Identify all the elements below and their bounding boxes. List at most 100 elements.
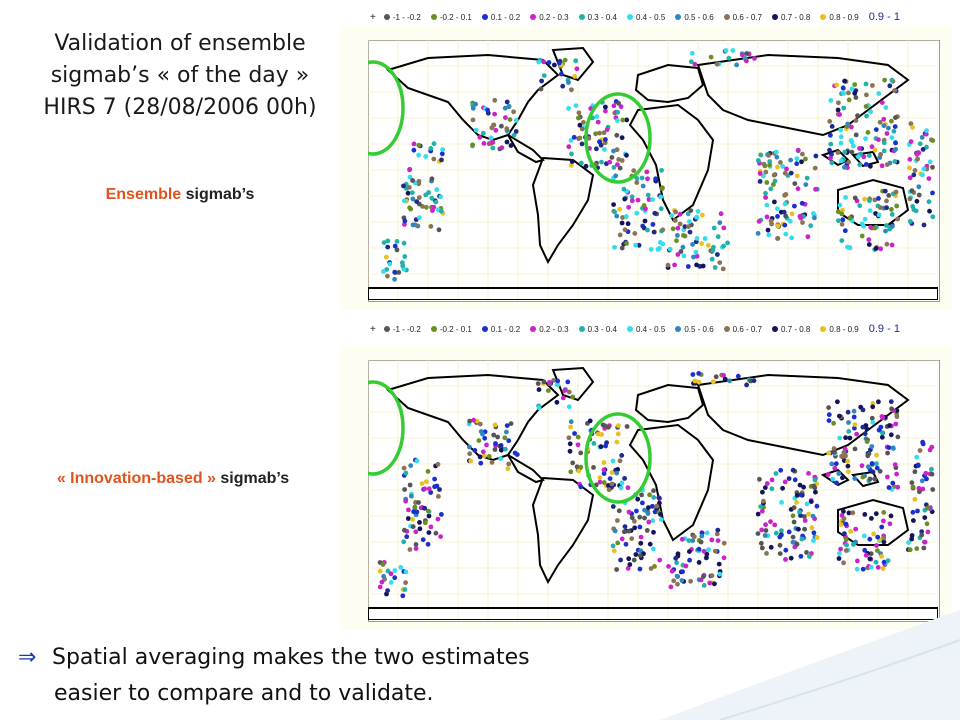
observation-dot <box>402 587 408 592</box>
observation-dot <box>922 539 928 545</box>
observation-dot <box>929 444 935 450</box>
observation-dot <box>394 247 400 253</box>
observation-dot <box>841 450 847 455</box>
observation-dot <box>876 137 881 142</box>
observation-dot <box>794 156 800 162</box>
observation-dot <box>492 422 498 428</box>
observation-dot <box>843 195 848 200</box>
legend-swatch <box>530 326 537 332</box>
observation-dot <box>503 115 508 120</box>
observation-dot <box>829 160 835 166</box>
observation-dot <box>619 536 625 542</box>
observation-dot <box>764 481 770 486</box>
observation-dot <box>841 509 846 514</box>
observation-dot <box>624 424 630 429</box>
observation-dot <box>721 540 727 546</box>
observation-dot <box>419 481 425 486</box>
legend-label: -0.2 - 0.1 <box>439 12 472 22</box>
observation-dot <box>825 472 831 477</box>
observation-dot <box>849 86 855 92</box>
observation-dot <box>599 159 604 165</box>
observation-dot <box>888 432 894 438</box>
observation-dot <box>644 169 650 175</box>
observation-dot <box>799 200 805 206</box>
observation-dot <box>665 262 671 268</box>
observation-dot <box>438 194 444 200</box>
observation-dot <box>626 556 632 562</box>
observation-dot <box>568 163 574 168</box>
observation-dot <box>422 486 428 492</box>
observation-dot <box>403 470 409 476</box>
observation-dot <box>740 52 745 58</box>
observation-dot <box>604 127 610 132</box>
observation-dot <box>507 117 513 122</box>
observation-dot <box>893 115 898 120</box>
observation-dot <box>843 548 849 553</box>
observation-dot <box>886 193 892 198</box>
observation-dot <box>907 547 913 553</box>
observation-dot <box>852 422 858 427</box>
observation-dot <box>388 571 394 577</box>
observation-dot <box>782 170 788 176</box>
observation-dot <box>440 147 445 152</box>
observation-dot <box>566 106 571 111</box>
observation-dot <box>638 534 644 540</box>
legend-item: 0.1 - 0.2 <box>481 13 520 22</box>
observation-dot <box>472 448 478 453</box>
observation-dot <box>914 198 920 204</box>
observation-dot <box>875 534 881 540</box>
map-legend-bottom: + -1 - -0.2 -0.2 - 0.1 0.1 - 0.2 0.2 - 0.3 0.… <box>370 320 940 338</box>
observation-dot <box>603 443 608 449</box>
observation-dot <box>797 482 803 488</box>
observation-dot <box>431 204 437 210</box>
observation-dot <box>418 505 424 511</box>
legend-swatch <box>626 326 633 332</box>
observation-dot <box>924 476 929 482</box>
observation-dot <box>686 224 691 230</box>
observation-dot <box>714 531 720 537</box>
observation-dot <box>839 238 845 244</box>
observation-dot <box>488 135 494 141</box>
observation-dot <box>634 176 640 181</box>
observation-dot <box>707 580 713 586</box>
observation-dot <box>845 458 851 464</box>
observation-dot <box>603 137 608 142</box>
observation-dot <box>673 209 678 215</box>
observation-dot <box>618 485 624 491</box>
observation-dot <box>431 141 437 147</box>
observation-dot <box>426 513 432 519</box>
observation-dot <box>881 535 887 541</box>
observation-dot <box>625 485 631 491</box>
observation-dot <box>473 101 478 107</box>
observation-dot <box>624 117 630 123</box>
observation-dot <box>559 71 564 77</box>
innovation-label: « Innovation-based » sigmab’s <box>0 470 346 488</box>
observation-dot <box>831 446 837 451</box>
observation-dot <box>423 154 429 159</box>
observation-dot <box>910 204 916 209</box>
observation-dot <box>402 527 407 533</box>
observation-dot <box>783 547 789 553</box>
observation-dot <box>783 213 789 219</box>
observation-dot <box>562 388 568 393</box>
observation-dot <box>846 510 852 516</box>
observation-dot <box>752 56 757 61</box>
observation-dot <box>837 202 843 208</box>
observation-dot <box>876 212 882 218</box>
observation-dot <box>591 441 597 446</box>
observation-dot <box>428 490 434 495</box>
observation-dot <box>635 496 641 502</box>
observation-dot <box>629 198 635 204</box>
observation-dot <box>930 190 935 196</box>
observation-dot <box>591 465 596 470</box>
observation-dot <box>847 435 853 441</box>
observation-dot <box>609 155 615 160</box>
observation-dot <box>876 427 882 433</box>
observation-dot <box>929 471 935 477</box>
legend-item: 0.3 - 0.4 <box>578 13 617 22</box>
observation-dot <box>606 424 611 430</box>
observation-dot <box>857 162 863 167</box>
observation-dot <box>914 546 920 551</box>
observation-dot <box>554 399 560 405</box>
observation-dot <box>538 86 544 92</box>
